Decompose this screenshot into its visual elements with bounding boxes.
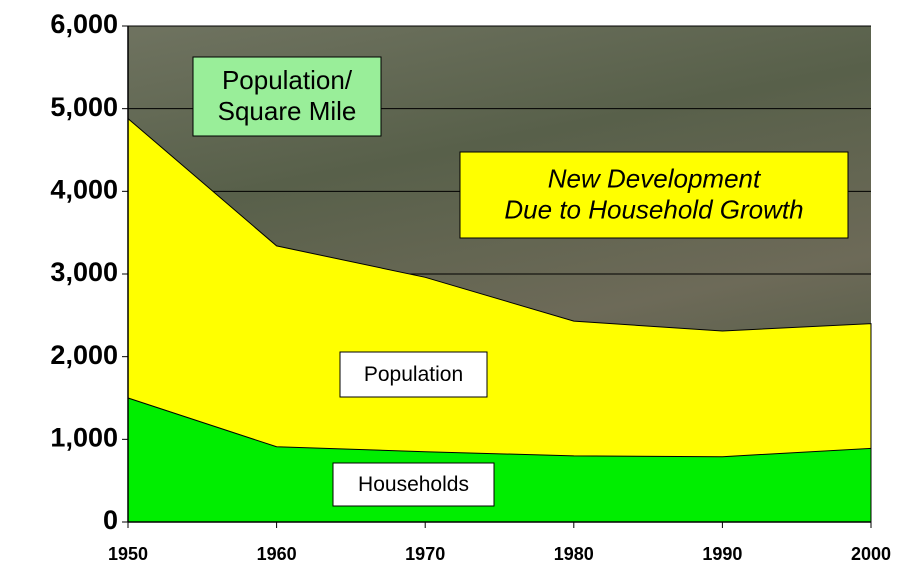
x-tick-label: 2000 <box>851 544 891 564</box>
y-tick-label: 5,000 <box>50 92 118 122</box>
y-tick-label: 6,000 <box>50 9 118 39</box>
x-tick-label: 1950 <box>108 544 148 564</box>
annotation-text: Population/ <box>222 65 353 95</box>
y-tick-label: 4,000 <box>50 174 118 204</box>
chart: 0 1,000 2,000 3,000 4,000 5,000 6,000 1950 1960 1… <box>0 0 904 571</box>
annotation-text: Square Mile <box>218 96 357 126</box>
x-tick-label: 1970 <box>405 544 445 564</box>
annotation-text: New Development <box>548 163 762 193</box>
y-tick-label: 1,000 <box>50 422 118 452</box>
y-tick-label: 3,000 <box>50 257 118 287</box>
y-tick-label: 0 <box>103 505 118 535</box>
series-label: Households <box>358 473 469 496</box>
annotation-text: Due to Household Growth <box>504 194 803 224</box>
x-tick-label: 1990 <box>702 544 742 564</box>
x-tick-label: 1980 <box>554 544 594 564</box>
y-tick-label: 2,000 <box>50 340 118 370</box>
series-label: Population <box>364 363 463 386</box>
x-tick-label: 1960 <box>257 544 297 564</box>
